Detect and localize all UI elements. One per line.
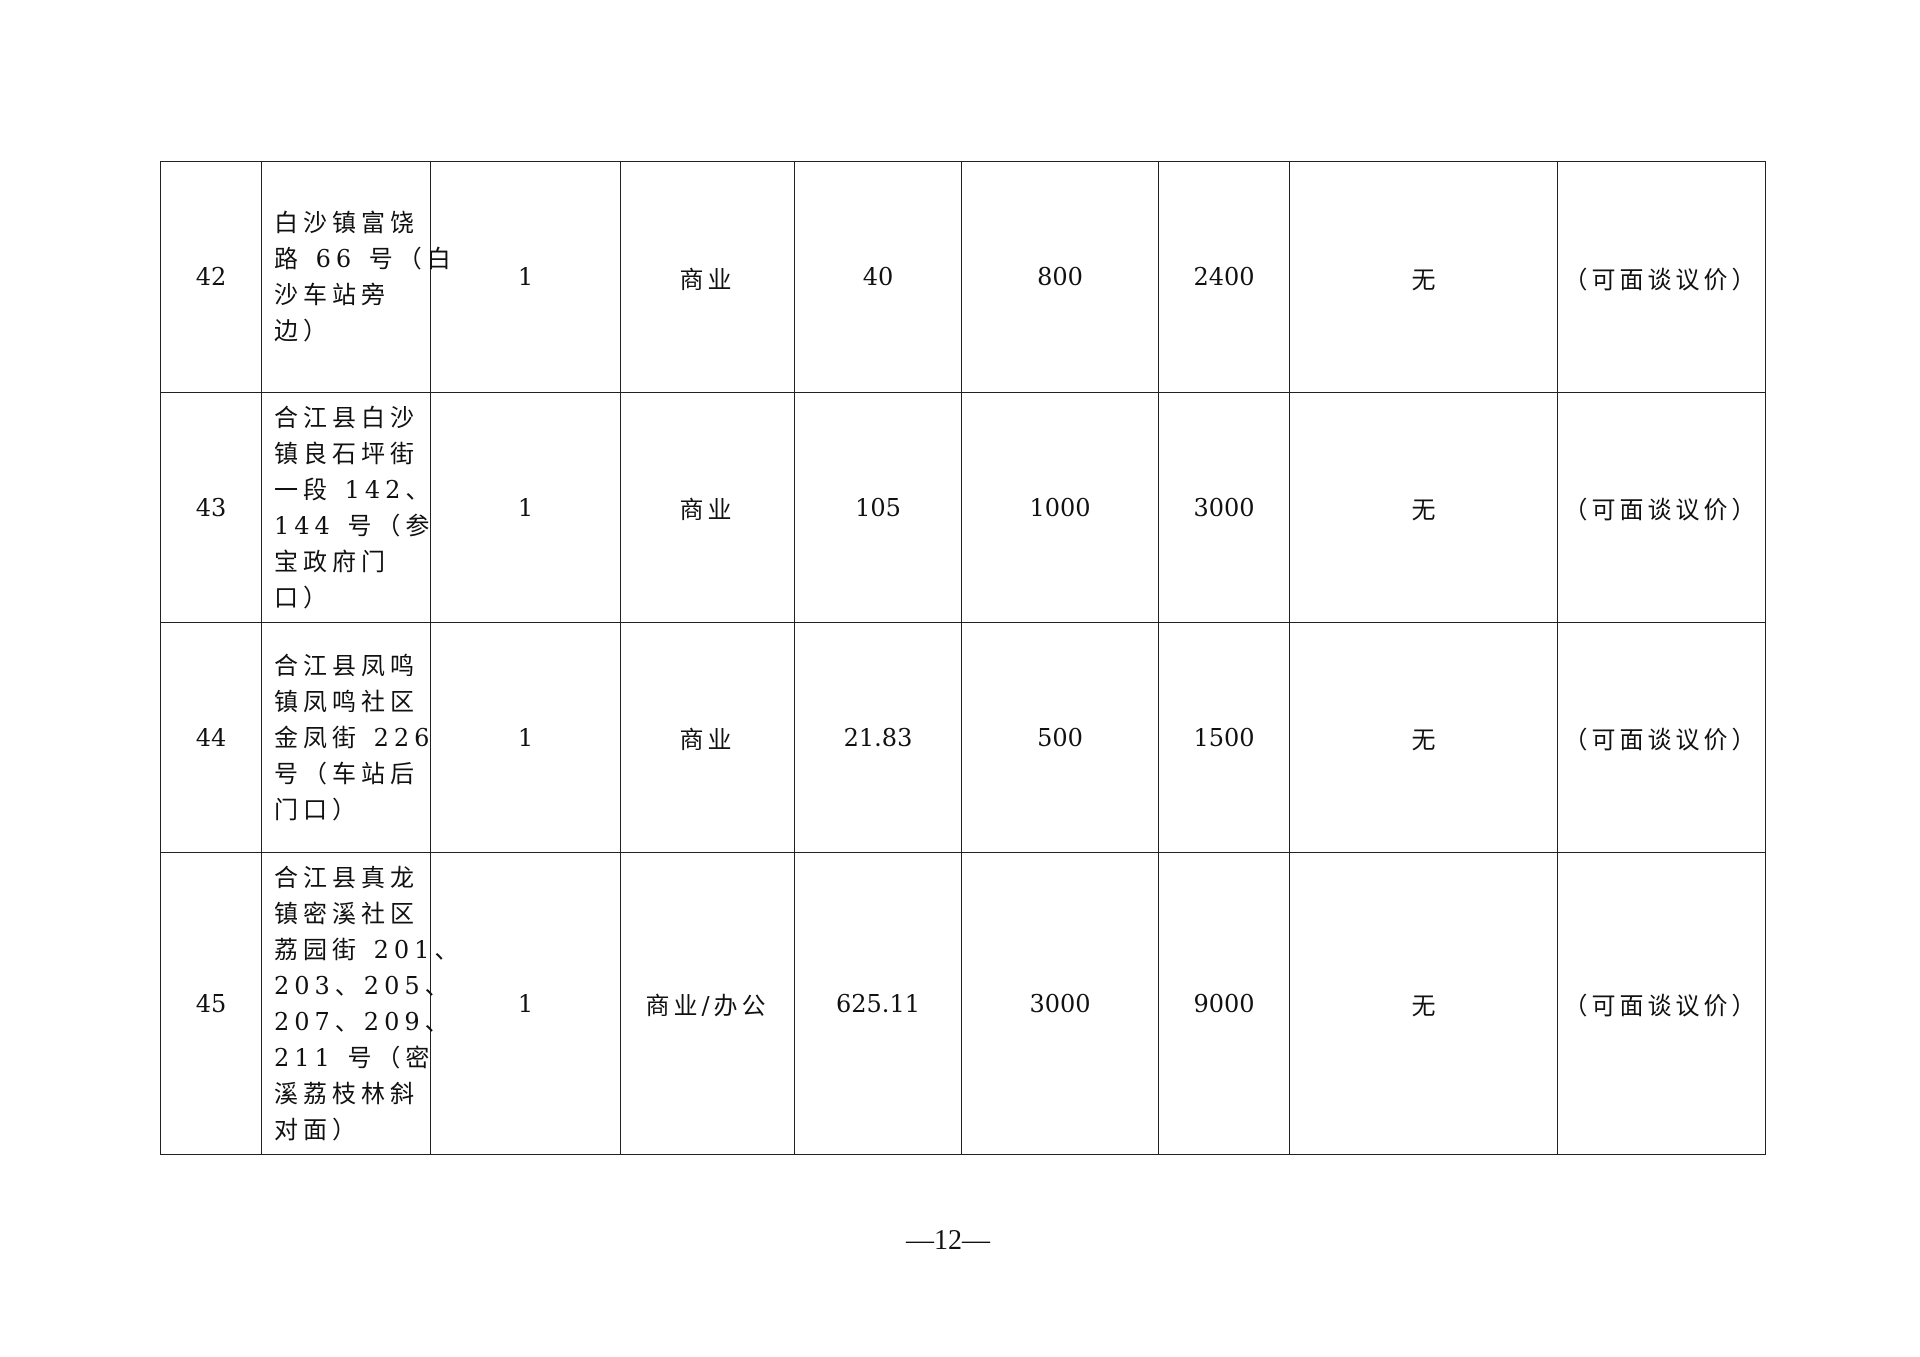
row-number: 42 bbox=[160, 161, 262, 393]
address-line: 合江县白沙 bbox=[274, 403, 419, 432]
address-cell: 合江县凤鸣镇凤鸣社区金凤街 226 号（车站后门口） bbox=[261, 622, 435, 853]
address-line: 边） bbox=[274, 317, 332, 345]
other-cell: 无 bbox=[1289, 852, 1558, 1155]
address-line: 203、205、 bbox=[274, 971, 454, 1000]
use-cell: 商业/办公 bbox=[620, 852, 795, 1155]
table-row: 44 合江县凤鸣镇凤鸣社区金凤街 226 号（车站后门口） 1 商业 21.83 500 15… bbox=[160, 622, 1766, 853]
area-cell: 625.11 bbox=[794, 852, 962, 1155]
table-row: 42 白沙镇富饶路 66 号（白 沙车站旁 边） 1 商业 40 800 2400 无（可面谈议价… bbox=[160, 161, 1766, 393]
property-table: 42 白沙镇富饶路 66 号（白 沙车站旁 边） 1 商业 40 800 2400 无（可面谈议价… bbox=[160, 161, 1766, 1155]
table-row: 43 合江县白沙镇良石坪街一段 142、 144 号（参 宝政府门口） 1 商业 105 10… bbox=[160, 392, 1766, 623]
address-line: 一段 142、 bbox=[274, 475, 435, 504]
deposit-cell: 1500 bbox=[1158, 622, 1290, 853]
row-number: 43 bbox=[160, 392, 262, 623]
rent-cell: 1000 bbox=[961, 392, 1159, 623]
address-line: 对面） bbox=[274, 1115, 361, 1144]
address-line: 合江县真龙 bbox=[274, 863, 419, 892]
area-cell: 105 bbox=[794, 392, 962, 623]
area-cell: 21.83 bbox=[794, 622, 962, 853]
deposit-cell: 9000 bbox=[1158, 852, 1290, 1155]
other-cell: 无 bbox=[1289, 392, 1558, 623]
deposit-cell: 2400 bbox=[1158, 161, 1290, 393]
address-line: 白沙镇富饶 bbox=[274, 209, 419, 237]
address-line: 荔园街 201、 bbox=[274, 935, 464, 964]
address-line: 沙车站旁 bbox=[274, 281, 390, 309]
rent-cell: 500 bbox=[961, 622, 1159, 853]
use-cell: 商业 bbox=[620, 161, 795, 393]
address-line: 口） bbox=[274, 583, 332, 612]
address-line: 镇凤鸣社区 bbox=[274, 687, 419, 716]
address-line: 溪荔枝林斜 bbox=[274, 1079, 419, 1108]
other-cell: 无 bbox=[1289, 161, 1558, 393]
deposit-cell: 3000 bbox=[1158, 392, 1290, 623]
address-cell: 合江县白沙镇良石坪街一段 142、 144 号（参 宝政府门口） bbox=[261, 392, 435, 623]
address-line: 路 66 号（白 bbox=[274, 245, 456, 273]
rent-cell: 3000 bbox=[961, 852, 1159, 1155]
address-line: 号（车站后 bbox=[274, 759, 419, 788]
use-cell: 商业 bbox=[620, 622, 795, 853]
other-cell: 无 bbox=[1289, 622, 1558, 853]
address-cell: 合江县真龙镇密溪社区荔园街 201、 203、205、 207、209、 211 号（… bbox=[261, 852, 464, 1155]
address-line: 门口） bbox=[274, 795, 361, 824]
count-cell: 1 bbox=[430, 392, 621, 623]
rent-cell: 800 bbox=[961, 161, 1159, 393]
note-cell: （可面谈议价） bbox=[1557, 392, 1766, 623]
address-line: 144 号（参 bbox=[274, 511, 435, 540]
address-cell: 白沙镇富饶路 66 号（白 沙车站旁边） bbox=[261, 161, 456, 393]
note-cell: （可面谈议价） bbox=[1557, 161, 1766, 393]
use-cell: 商业 bbox=[620, 392, 795, 623]
note-cell: （可面谈议价） bbox=[1557, 852, 1766, 1155]
address-line: 宝政府门 bbox=[274, 547, 390, 576]
note-cell: （可面谈议价） bbox=[1557, 622, 1766, 853]
count-cell: 1 bbox=[430, 622, 621, 853]
table-row: 45 合江县真龙镇密溪社区荔园街 201、 203、205、 207、209、 211 … bbox=[160, 852, 1766, 1155]
row-number: 45 bbox=[160, 852, 262, 1155]
address-line: 合江县凤鸣 bbox=[274, 651, 419, 680]
address-line: 镇良石坪街 bbox=[274, 439, 419, 468]
address-line: 镇密溪社区 bbox=[274, 899, 419, 928]
address-line: 金凤街 226 bbox=[274, 723, 435, 752]
address-line: 211 号（密 bbox=[274, 1043, 435, 1072]
area-cell: 40 bbox=[794, 161, 962, 393]
count-cell: 1 bbox=[430, 161, 621, 393]
row-number: 44 bbox=[160, 622, 262, 853]
address-line: 207、209、 bbox=[274, 1007, 454, 1036]
count-cell: 1 bbox=[430, 852, 621, 1155]
page-number: —12— bbox=[906, 1225, 990, 1256]
